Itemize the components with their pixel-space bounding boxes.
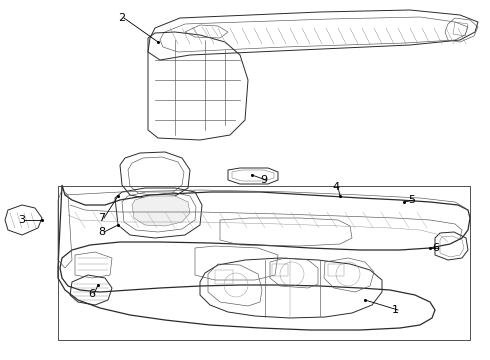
Text: 6: 6 <box>88 289 95 299</box>
Text: 2: 2 <box>118 13 125 23</box>
Text: 5: 5 <box>408 195 415 205</box>
Text: 4: 4 <box>332 182 339 192</box>
Text: 7: 7 <box>98 213 105 223</box>
Text: 8: 8 <box>98 227 105 237</box>
Text: 1: 1 <box>392 305 399 315</box>
Polygon shape <box>132 196 190 226</box>
Text: 6: 6 <box>432 243 439 253</box>
Text: 3: 3 <box>18 215 25 225</box>
Text: 9: 9 <box>260 175 267 185</box>
